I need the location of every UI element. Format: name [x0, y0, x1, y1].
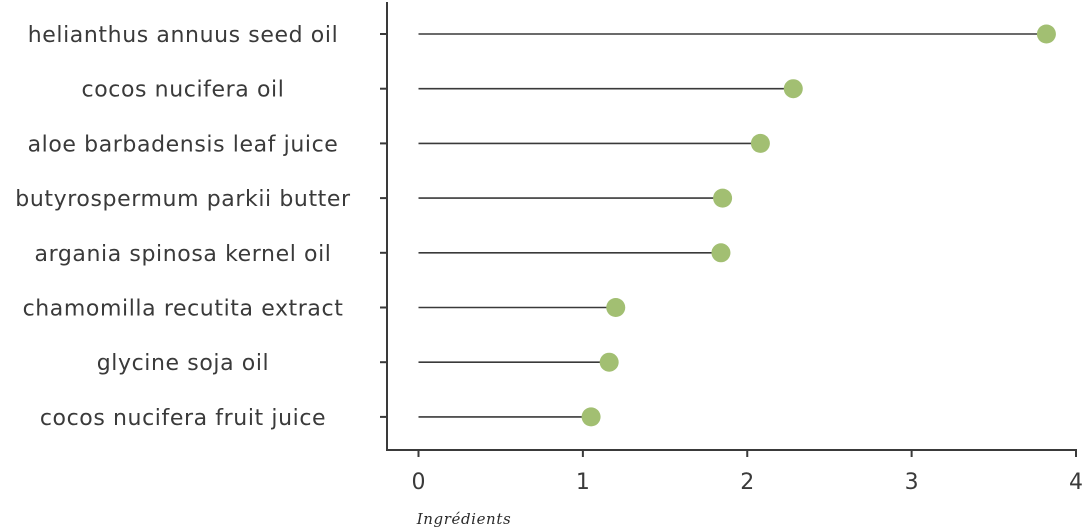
category-label: helianthus annuus seed oil: [28, 23, 339, 48]
lollipop-marker: [606, 298, 626, 317]
lollipop-marker: [750, 133, 770, 153]
lollipop-marker: [713, 188, 733, 208]
x-tick-label: 0: [412, 470, 426, 495]
x-axis-title: Ingrédients: [416, 510, 512, 528]
category-label: aloe barbadensis leaf juice: [28, 132, 339, 157]
category-label: glycine soja oil: [97, 351, 270, 376]
category-label: chamomilla recutita extract: [23, 297, 344, 322]
lollipop-marker: [581, 407, 601, 427]
lollipop-marker: [599, 352, 619, 372]
y-ticks: [380, 33, 387, 418]
x-tick-labels: 0 1 2 3 4: [412, 470, 1084, 495]
stems-layer: [418, 33, 1047, 418]
x-ticks: [417, 450, 1077, 457]
x-tick-label: 3: [905, 470, 919, 495]
markers-layer: [581, 24, 1056, 427]
lollipop-marker: [711, 243, 731, 263]
lollipop-marker: [783, 79, 803, 99]
lollipop-marker: [1036, 24, 1056, 44]
x-tick-label: 2: [740, 470, 754, 495]
category-labels: helianthus annuus seed oil cocos nucifera…: [15, 23, 351, 431]
category-label: cocos nucifera oil: [82, 78, 285, 103]
x-tick-label: 4: [1069, 470, 1083, 495]
category-label: cocos nucifera fruit juice: [40, 406, 326, 431]
category-label: butyrospermum parkii butter: [15, 187, 351, 212]
x-tick-label: 1: [576, 470, 590, 495]
category-label: argania spinosa kernel oil: [34, 242, 331, 267]
